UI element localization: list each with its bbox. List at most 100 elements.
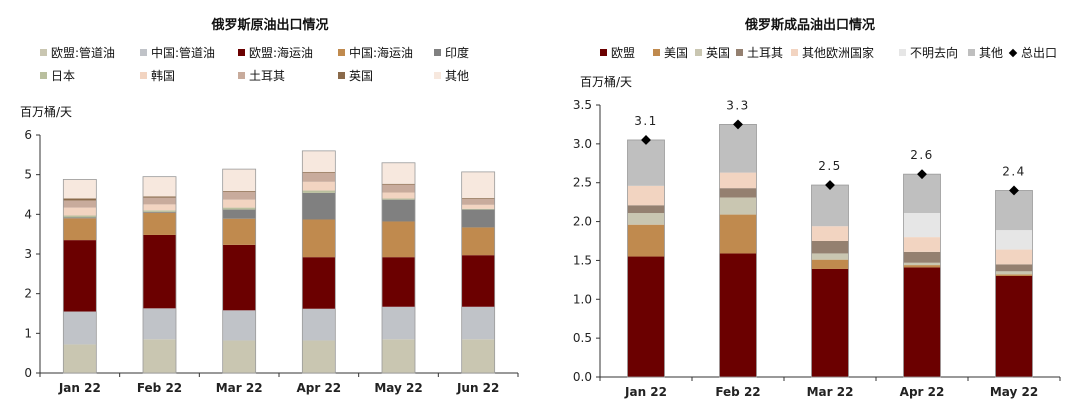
bar-segment	[382, 198, 415, 200]
bar-outline	[461, 171, 496, 374]
legend-swatch	[40, 72, 47, 79]
bar-outline	[301, 150, 336, 374]
bar-outline	[222, 168, 257, 374]
crude-chart-plot: 0 1 2 3 4 5 6 Jan 22 Feb 22 Mar 22 Apr 22 May 22 Jun…	[24, 128, 519, 395]
bar-segment	[627, 256, 665, 377]
bar-segment	[63, 217, 97, 219]
legend-label: 其他	[445, 69, 470, 83]
bar-segment	[461, 198, 495, 199]
bar-segment	[63, 200, 97, 208]
x-tick-label: May 22	[374, 381, 422, 395]
bar-segment	[143, 196, 176, 198]
bar-segment	[302, 192, 336, 220]
legend-swatch	[434, 49, 441, 56]
bar-segment	[143, 308, 176, 340]
bar-segment	[627, 213, 665, 225]
bar-segment	[995, 271, 1033, 275]
legend-label: 美国	[664, 46, 689, 60]
bar-segment	[719, 197, 757, 215]
bar-segment	[382, 306, 415, 340]
bar-segment	[461, 306, 495, 340]
bar-segment	[461, 171, 495, 199]
bar-segment	[903, 251, 941, 263]
y-tick-label: 0	[24, 366, 32, 380]
legend-swatch	[434, 72, 441, 79]
legend-swatch	[600, 49, 607, 56]
legend-item: 不明去向	[899, 44, 958, 61]
bar-segment	[995, 190, 1033, 231]
legend-swatch	[695, 49, 702, 56]
total-data-label: 3.1	[634, 114, 658, 128]
y-tick-label: 4	[24, 207, 32, 221]
y-tick-label: 1.5	[573, 253, 592, 267]
bar-segment	[995, 275, 1033, 377]
y-tick-label: 5	[24, 168, 32, 182]
bar-segment	[222, 209, 256, 219]
legend-item: 印度	[434, 44, 469, 61]
total-data-label: 2.4	[1002, 164, 1026, 178]
legend-label: 欧盟:管道油	[51, 46, 116, 60]
total-data-label: 2.5	[818, 159, 842, 173]
bar-segment	[302, 340, 336, 373]
bar-outline	[142, 176, 177, 374]
bar-segment	[461, 339, 495, 373]
legend-item: 欧盟:管道油	[40, 44, 115, 61]
bar-segment	[811, 253, 849, 260]
legend-item: 土耳其	[736, 44, 783, 61]
legend-swatch	[968, 49, 975, 56]
x-tick-label: Jun 22	[456, 381, 499, 395]
y-tick-label: 1.0	[573, 292, 592, 306]
bar-segment	[995, 230, 1033, 250]
legend-item: 欧盟:海运油	[238, 44, 313, 61]
bar-segment	[382, 339, 415, 373]
bar-segment	[461, 227, 495, 256]
x-tick-label: Feb 22	[715, 385, 760, 399]
legend-label: 其他欧洲国家	[802, 46, 875, 60]
bar-segment	[222, 310, 256, 341]
products-chart-panel: 俄罗斯成品油出口情况 欧盟 美国 英国 土耳其 其他欧洲国家 不明去向 其他 总出口 百万桶/…	[540, 0, 1080, 411]
total-data-label: 2.6	[910, 148, 934, 162]
legend-label: 总出口	[1021, 46, 1058, 60]
bar-outline	[381, 162, 416, 374]
bar-segment	[903, 174, 941, 214]
bar-segment	[222, 218, 256, 245]
bar-outline	[62, 179, 97, 374]
bar-segment	[302, 257, 336, 309]
bar-segment	[302, 150, 336, 172]
legend-swatch	[791, 49, 798, 56]
legend-item: 欧盟	[600, 44, 635, 61]
legend-label: 中国:管道油	[151, 46, 216, 60]
legend-item: 美国	[653, 44, 688, 61]
y-tick-label: 0.0	[573, 370, 592, 384]
bar-segment	[461, 209, 495, 228]
bar-segment	[903, 213, 941, 238]
bar-segment	[302, 219, 336, 258]
bar-segment	[143, 234, 176, 309]
legend-label: 英国	[349, 69, 374, 83]
legend-swatch	[653, 49, 660, 56]
legend-swatch	[140, 72, 147, 79]
bar-segment	[903, 262, 941, 266]
bar-segment	[811, 268, 849, 377]
legend-label: 土耳其	[747, 46, 784, 60]
legend-item: 其他	[434, 67, 469, 84]
legend-label: 英国	[706, 46, 731, 60]
bar-segment	[302, 308, 336, 341]
bar-segment	[382, 221, 415, 258]
bar-segment	[222, 169, 256, 191]
bar-segment	[143, 339, 176, 373]
bar-segment	[719, 124, 757, 173]
x-tick-label: Mar 22	[807, 385, 854, 399]
total-marker	[641, 135, 651, 145]
legend-swatch	[338, 72, 345, 79]
x-tick-label: Feb 22	[137, 381, 182, 395]
x-tick-label: May 22	[990, 385, 1038, 399]
legend-label: 欧盟:海运油	[249, 46, 314, 60]
bar-segment	[143, 212, 176, 235]
crude-chart-title: 俄罗斯原油出口情况	[211, 18, 329, 33]
bar-segment	[811, 241, 849, 254]
crude-y-axis-unit: 百万桶/天	[20, 105, 73, 119]
bar-segment	[143, 176, 176, 197]
bar-segment	[143, 211, 176, 213]
bar-segment	[719, 214, 757, 254]
